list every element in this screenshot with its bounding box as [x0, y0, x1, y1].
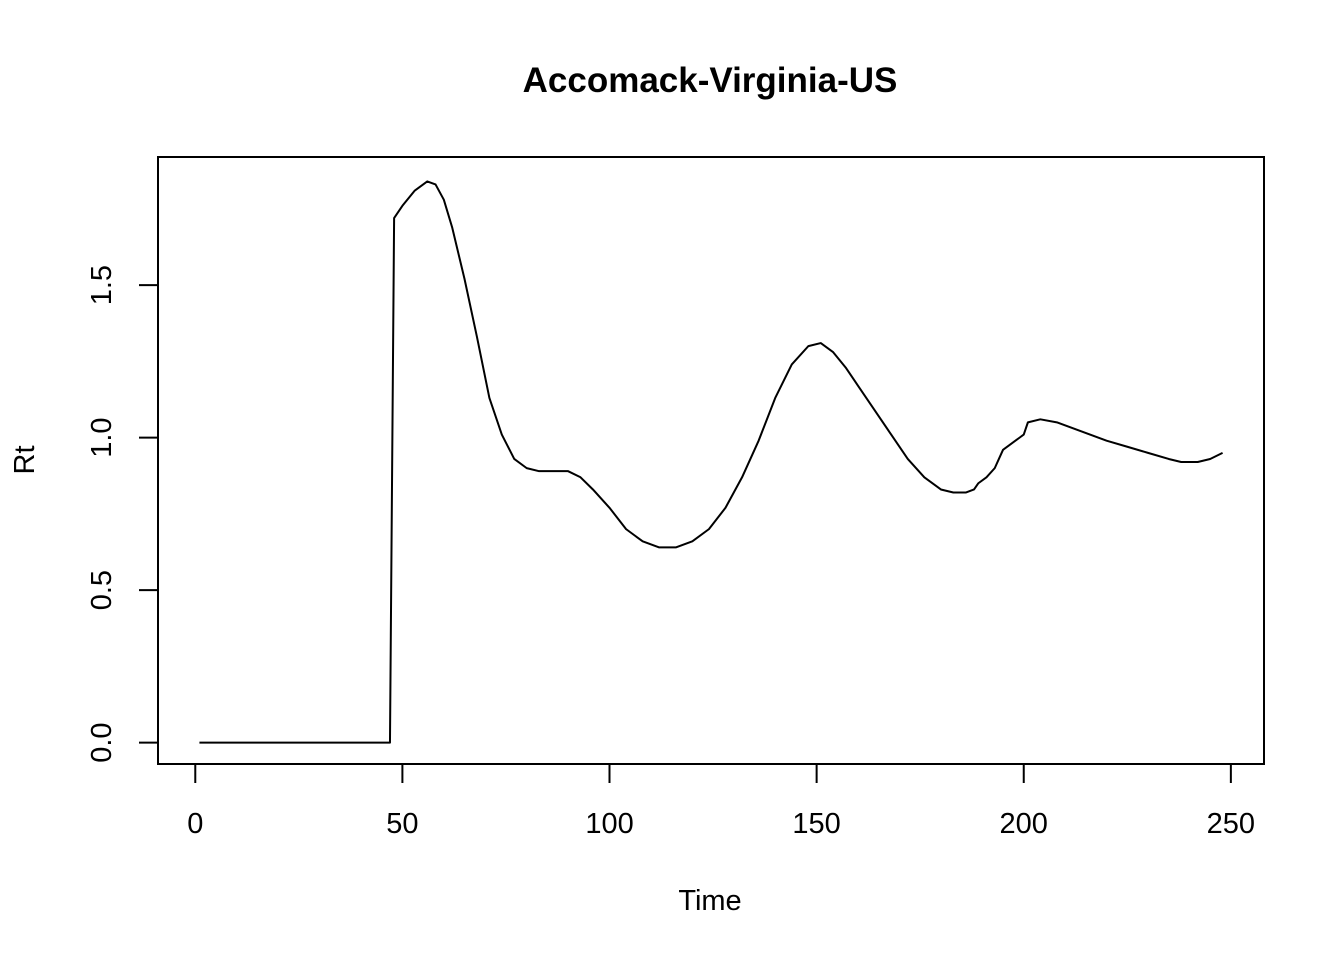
- plot-frame: [157, 156, 1265, 765]
- y-tick-label: 1.5: [86, 265, 118, 305]
- x-axis-label: Time: [678, 885, 741, 917]
- x-axis: 0 50 100 150 200 250: [187, 763, 1255, 840]
- chart-title: Accomack-Virginia-US: [523, 61, 898, 100]
- series-line-0: [199, 180, 1224, 744]
- x-tick-label: 100: [585, 808, 633, 840]
- y-axis: 0.0 0.5 1.0 1.5: [86, 265, 159, 763]
- y-axis-label: Rt: [9, 446, 41, 475]
- y-tick-label: 0.0: [86, 722, 118, 762]
- y-tick-label: 1.0: [86, 417, 118, 457]
- y-tick-label: 0.5: [86, 570, 118, 610]
- x-tick-label: 250: [1207, 808, 1255, 840]
- series-layer: [199, 180, 1224, 744]
- x-tick-label: 200: [1000, 808, 1048, 840]
- x-tick-label: 50: [386, 808, 418, 840]
- x-tick-label: 150: [792, 808, 840, 840]
- x-tick-label: 0: [187, 808, 203, 840]
